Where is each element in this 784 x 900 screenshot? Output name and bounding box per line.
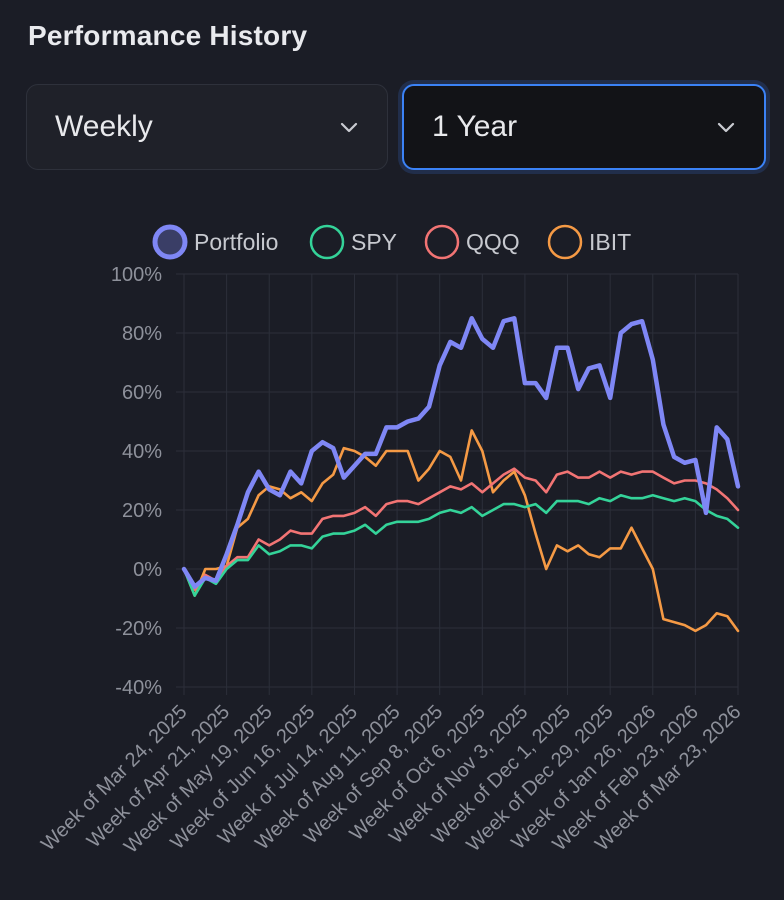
legend-swatch bbox=[547, 224, 583, 260]
legend-label: QQQ bbox=[466, 229, 520, 255]
legend-label: IBIT bbox=[589, 229, 631, 255]
y-tick-label: 60% bbox=[122, 382, 162, 404]
interval-select-value: Weekly bbox=[55, 110, 153, 143]
y-tick-label: -20% bbox=[115, 618, 162, 640]
legend-swatch bbox=[309, 224, 345, 260]
legend-item-spy[interactable]: SPY bbox=[309, 224, 397, 260]
legend-swatch bbox=[152, 224, 188, 260]
y-tick-label: 0% bbox=[133, 559, 162, 581]
y-tick-label: 20% bbox=[122, 500, 162, 522]
y-tick-label: 80% bbox=[122, 323, 162, 345]
chart-legend: Portfolio SPY QQQ IBIT bbox=[152, 224, 631, 260]
series-line-qqq bbox=[182, 467, 740, 591]
y-tick-label: -40% bbox=[115, 677, 162, 699]
interval-select[interactable]: Weekly bbox=[26, 84, 388, 170]
series-line-portfolio bbox=[181, 316, 741, 589]
legend-label: Portfolio bbox=[194, 229, 278, 255]
chart-grid bbox=[176, 273, 739, 695]
chart-series bbox=[181, 316, 741, 633]
legend-swatch bbox=[424, 224, 460, 260]
page-title: Performance History bbox=[28, 20, 308, 51]
range-select[interactable]: 1 Year bbox=[402, 84, 766, 170]
y-tick-label: 40% bbox=[122, 441, 162, 463]
y-tick-label: 100% bbox=[111, 264, 162, 286]
series-line-spy bbox=[182, 493, 740, 597]
series-line-ibit bbox=[182, 429, 740, 633]
legend-item-portfolio[interactable]: Portfolio bbox=[152, 224, 278, 260]
chevron-down-icon bbox=[717, 122, 735, 133]
legend-label: SPY bbox=[351, 229, 397, 255]
range-select-value: 1 Year bbox=[432, 110, 518, 143]
performance-chart: -40% -20% 0% 20% 40% 60% 80% 100% Week of Mar 2… bbox=[37, 224, 746, 858]
y-axis-ticks: -40% -20% 0% 20% 40% 60% 80% 100% bbox=[111, 264, 162, 699]
legend-item-qqq[interactable]: QQQ bbox=[424, 224, 520, 260]
legend-item-ibit[interactable]: IBIT bbox=[547, 224, 631, 260]
chevron-down-icon bbox=[340, 122, 358, 133]
